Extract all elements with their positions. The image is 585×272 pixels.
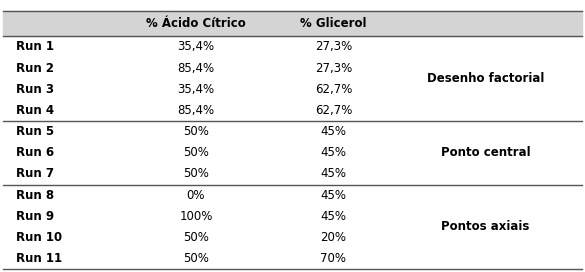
Text: 45%: 45%	[321, 146, 346, 159]
Text: Run 11: Run 11	[16, 252, 63, 265]
Text: Run 9: Run 9	[16, 210, 54, 223]
Text: 50%: 50%	[183, 252, 209, 265]
Text: 62,7%: 62,7%	[315, 83, 352, 96]
Text: Run 1: Run 1	[16, 40, 54, 53]
Text: Run 4: Run 4	[16, 104, 54, 117]
Text: 35,4%: 35,4%	[177, 83, 215, 96]
Text: 45%: 45%	[321, 168, 346, 180]
Text: 35,4%: 35,4%	[177, 40, 215, 53]
Text: 20%: 20%	[321, 231, 346, 244]
Text: Ponto central: Ponto central	[441, 146, 531, 159]
Text: 45%: 45%	[321, 210, 346, 223]
Text: Desenho factorial: Desenho factorial	[427, 72, 544, 85]
Text: 45%: 45%	[321, 189, 346, 202]
Text: 100%: 100%	[179, 210, 213, 223]
Text: Run 2: Run 2	[16, 61, 54, 75]
Text: % Ácido Cítrico: % Ácido Cítrico	[146, 17, 246, 30]
Text: Run 10: Run 10	[16, 231, 63, 244]
Text: 0%: 0%	[187, 189, 205, 202]
Text: Run 8: Run 8	[16, 189, 54, 202]
Text: 27,3%: 27,3%	[315, 61, 352, 75]
Text: Run 6: Run 6	[16, 146, 54, 159]
Text: 70%: 70%	[321, 252, 346, 265]
Text: Run 7: Run 7	[16, 168, 54, 180]
Text: 27,3%: 27,3%	[315, 40, 352, 53]
Text: 50%: 50%	[183, 231, 209, 244]
Text: 85,4%: 85,4%	[177, 61, 215, 75]
Text: % Glicerol: % Glicerol	[300, 17, 367, 30]
Text: 50%: 50%	[183, 146, 209, 159]
Text: 45%: 45%	[321, 125, 346, 138]
Text: 50%: 50%	[183, 125, 209, 138]
Bar	[3, 11, 582, 36]
Text: 62,7%: 62,7%	[315, 104, 352, 117]
Text: Pontos axiais: Pontos axiais	[441, 220, 530, 233]
Text: Run 3: Run 3	[16, 83, 54, 96]
Text: 85,4%: 85,4%	[177, 104, 215, 117]
Text: 50%: 50%	[183, 168, 209, 180]
Text: Run 5: Run 5	[16, 125, 54, 138]
